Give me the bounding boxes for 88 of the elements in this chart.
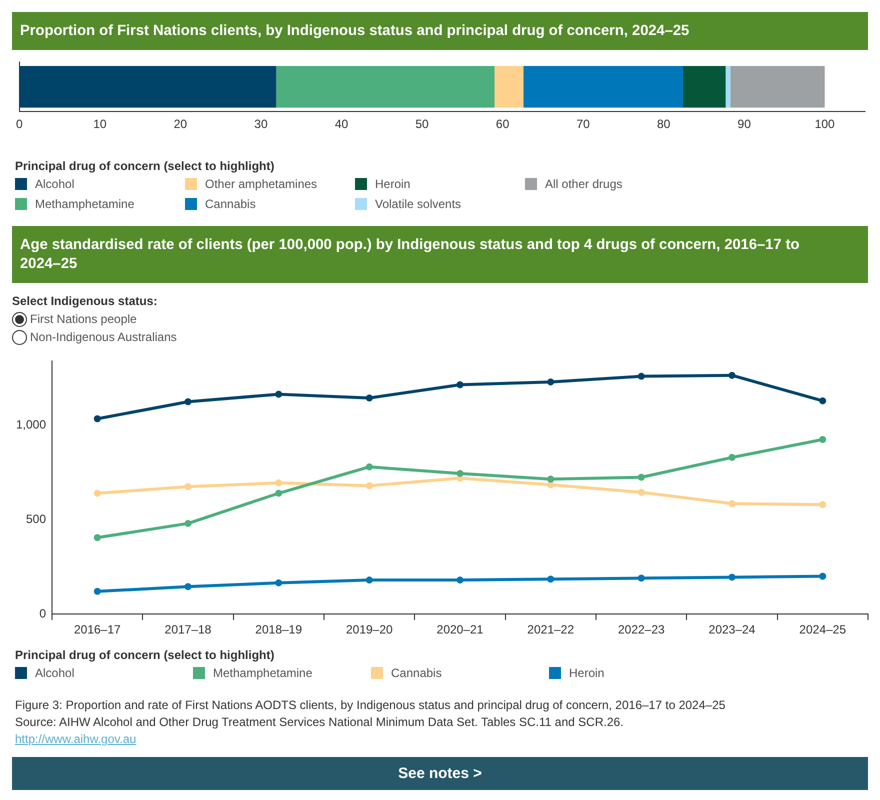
x-tick-label: 50 [415,117,430,132]
x-tick-label: 2024–25 [799,622,846,637]
point [819,572,826,580]
bar [730,66,825,108]
point [456,381,464,388]
point [94,534,101,542]
point [184,398,192,406]
point [366,463,373,470]
point [456,470,464,477]
legend-label: Alcohol [35,666,74,680]
x-tick-label: 100 [814,117,836,132]
text: First Nations people [30,312,137,326]
legend-label: Alcohol [35,177,74,191]
legend-label: Other amphetamines [205,177,318,191]
legend-label: Heroin [375,177,410,191]
x-tick-label: 2016–17 [74,622,122,637]
point [547,378,554,386]
x-tick-label: 2022–23 [618,622,666,637]
point [547,476,554,483]
x-tick-label: 80 [656,117,671,132]
x-tick-label: 10 [93,117,107,132]
x-tick-label: 30 [254,117,268,132]
point [184,583,192,590]
point [275,390,282,398]
point [366,576,373,584]
point [184,520,192,527]
legend-title: Principal drug of concern (select to highlight) [15,158,276,174]
y-tick-label: 0 [39,606,46,620]
x-tick-label: 2023–24 [708,622,756,637]
text: Non-Indigenous Australians [30,330,177,344]
point [275,490,282,497]
legend-label: Volatile solvents [375,197,462,211]
radio-button[interactable] [12,330,27,344]
point [275,479,282,486]
point [366,482,373,490]
x-tick-label: 40 [334,117,348,132]
point [819,397,826,404]
point [94,415,101,422]
point [184,483,192,490]
legend-label: Methamphetamine [213,666,312,680]
bar [524,66,683,108]
point [94,588,101,595]
x-tick-label: 20 [174,117,188,132]
point [728,574,736,581]
point [638,488,645,496]
bar [276,66,495,108]
point [547,576,554,583]
point [728,500,736,508]
legend-label: Heroin [569,666,604,680]
point [638,474,645,481]
point [275,579,282,586]
legend-label: Methamphetamine [35,197,134,211]
caption: Figure 3: Proportion and rate of First Nations AODTS clients, by Indigenous status and principal drug of concern, 2016–17 to 2024–25 [15,697,726,714]
x-tick-label: 0 [16,117,23,132]
point [638,574,645,582]
bar [682,66,726,108]
x-tick-label: 2021–22 [527,622,574,637]
point [728,372,736,379]
point [728,454,736,461]
x-tick-label: 60 [496,117,510,132]
text: http://www.aihw.gov.au [15,731,138,748]
chart-title: Proportion of First Nations clients, by Indigenous status and principal drug of concern, 2024–25 [12,12,868,50]
point [366,394,373,402]
x-tick-label: 2017–18 [164,622,212,637]
legend-label: Cannabis [391,666,442,680]
x-tick-label: 2020–21 [436,622,484,637]
y-tick-label: 1,000 [16,418,46,432]
button[interactable]: See notes > [12,757,868,790]
x-tick-label: 2019–20 [346,622,394,637]
point [456,576,464,584]
bar [20,66,276,108]
text: Select Indigenous status: [12,293,158,310]
x-tick-label: 2018–19 [255,622,302,637]
point [819,436,826,443]
radio-button[interactable] [12,312,27,326]
chart-title: Age standardised rate of clients (per 100,000 pop.) by Indigenous status and top 4 drugs of concern, 2016–17 to 2024–25 [12,226,868,283]
legend-label: All other drugs [545,177,622,191]
x-tick-label: 70 [576,117,590,132]
legend-label: Cannabis [205,197,256,211]
point [94,490,101,497]
y-tick-label: 500 [26,512,46,526]
x-tick-label: 90 [738,117,752,132]
point [638,372,645,380]
point [819,501,826,508]
bar [726,66,730,108]
source-note: Source: AIHW Alcohol and Other Drug Treatment Services National Minimum Data Set. Tables SC.11 and SCR.26. [15,714,625,731]
bar [494,66,524,108]
legend-title: Principal drug of concern (select to highlight) [15,647,276,663]
